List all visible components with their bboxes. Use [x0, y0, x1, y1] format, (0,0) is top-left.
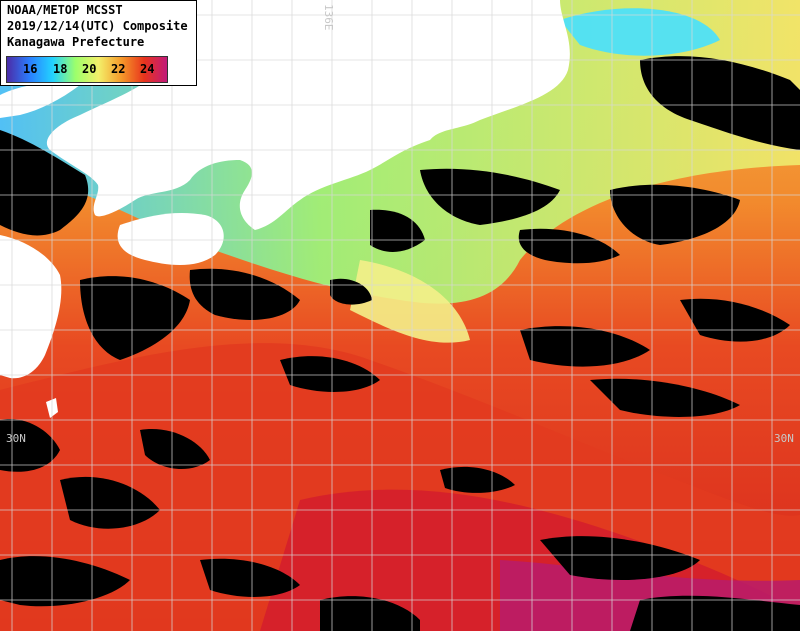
lat-label-30n-right: 30N: [774, 432, 794, 445]
header-source: NOAA/METOP MCSST: [7, 3, 123, 17]
map-header: NOAA/METOP MCSST 2019/12/14(UTC) Composi…: [0, 0, 197, 86]
legend-color-bar: [6, 56, 168, 83]
lat-label-30n-left: 30N: [6, 432, 26, 445]
land-shikoku: [117, 213, 224, 265]
lon-label-136e: 136E: [322, 4, 335, 31]
land-kyushu: [0, 235, 62, 379]
legend-tick-22: 22: [111, 62, 126, 76]
cyan-bay: [560, 8, 720, 56]
pale-tongue: [350, 260, 470, 343]
header-date: 2019/12/14(UTC) Composite: [7, 19, 188, 33]
legend-tick-18: 18: [53, 62, 68, 76]
legend-tick-24: 24: [140, 62, 155, 76]
header-region: Kanagawa Prefecture: [7, 35, 145, 49]
color-legend: 16 18 20 22 24: [6, 56, 168, 83]
land-northwest: [0, 83, 80, 118]
legend-tick-16: 16: [23, 62, 38, 76]
legend-tick-20: 20: [82, 62, 97, 76]
